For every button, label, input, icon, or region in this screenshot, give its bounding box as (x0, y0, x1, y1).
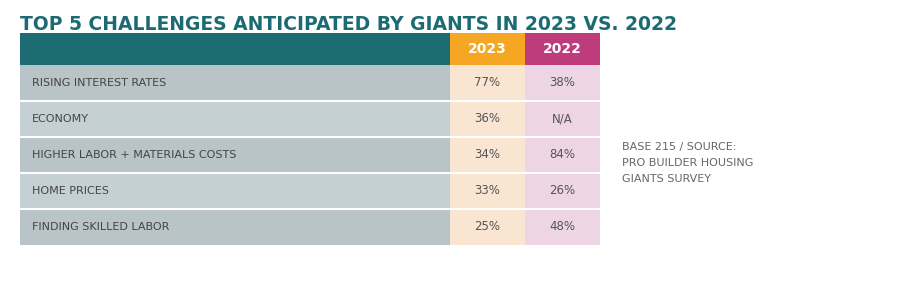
Text: 34%: 34% (474, 148, 500, 161)
Text: HOME PRICES: HOME PRICES (32, 186, 109, 196)
Bar (450, 101, 525, 137)
Text: TOP 5 CHALLENGES ANTICIPATED BY GIANTS IN 2023 VS. 2022: TOP 5 CHALLENGES ANTICIPATED BY GIANTS I… (20, 15, 677, 34)
Bar (450, 33, 525, 65)
Bar (525, 33, 600, 65)
Text: 38%: 38% (550, 76, 575, 90)
Text: 33%: 33% (474, 184, 500, 197)
Text: 25%: 25% (474, 221, 500, 233)
Bar (20, 209, 450, 245)
Bar (525, 173, 600, 209)
Bar (525, 101, 600, 137)
Bar (20, 65, 450, 101)
Bar (450, 65, 525, 101)
Text: 26%: 26% (549, 184, 576, 197)
Text: BASE 215 / SOURCE:
PRO BUILDER HOUSING
GIANTS SURVEY: BASE 215 / SOURCE: PRO BUILDER HOUSING G… (622, 142, 753, 184)
Bar (525, 65, 600, 101)
Text: ECONOMY: ECONOMY (32, 114, 89, 124)
Bar (450, 209, 525, 245)
Bar (20, 101, 450, 137)
Bar (20, 173, 450, 209)
Text: HIGHER LABOR + MATERIALS COSTS: HIGHER LABOR + MATERIALS COSTS (32, 150, 237, 160)
Text: 48%: 48% (550, 221, 575, 233)
Text: 36%: 36% (474, 112, 500, 125)
Text: 84%: 84% (550, 148, 575, 161)
Bar (20, 33, 450, 65)
Bar (525, 209, 600, 245)
Bar (450, 137, 525, 173)
Text: N/A: N/A (552, 112, 573, 125)
Text: 77%: 77% (474, 76, 500, 90)
Text: RISING INTEREST RATES: RISING INTEREST RATES (32, 78, 166, 88)
Bar (525, 137, 600, 173)
Bar (20, 137, 450, 173)
Text: 2022: 2022 (543, 42, 582, 56)
Bar (450, 173, 525, 209)
Text: FINDING SKILLED LABOR: FINDING SKILLED LABOR (32, 222, 169, 232)
Text: 2023: 2023 (468, 42, 507, 56)
